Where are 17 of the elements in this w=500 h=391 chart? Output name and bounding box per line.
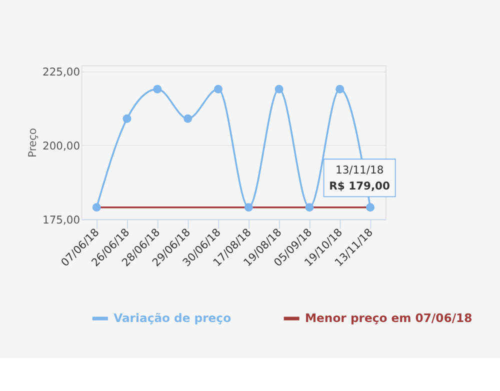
point [366,203,375,212]
point [214,84,222,94]
point [92,203,101,212]
point [153,84,162,94]
legend-label: Variação de preço [114,311,232,326]
point [336,84,344,94]
point [305,203,314,212]
y-tick-label: 175,00 [42,213,80,226]
point [184,114,192,123]
y-tick-label: 225,00 [42,65,80,78]
point [274,84,284,94]
y-tick-label: 200,00 [42,139,80,152]
point [244,203,253,212]
point [122,114,132,123]
legend-label: Menor preço em 07/06/18 [305,311,472,326]
annotation: 13/11/18 R$ 179,00 [329,163,390,193]
y-axis-title: Preço [26,128,40,158]
